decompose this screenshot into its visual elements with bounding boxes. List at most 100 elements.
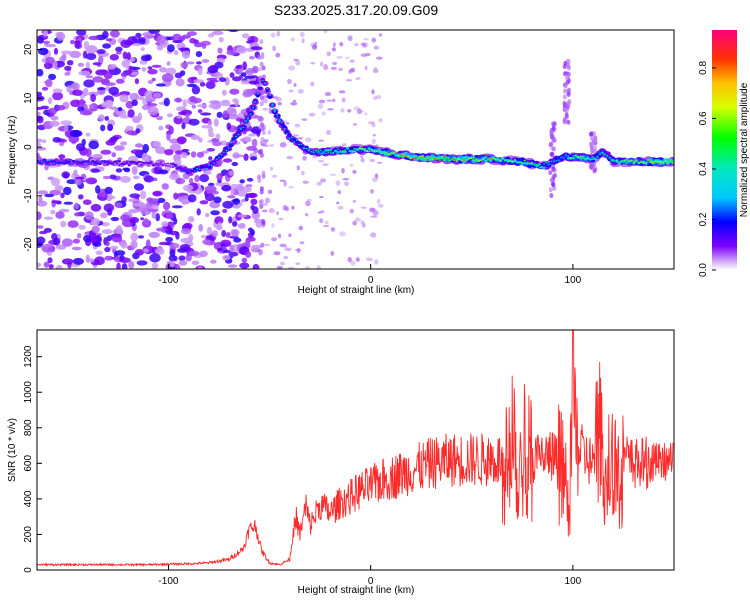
noise-blob (60, 220, 67, 228)
noise-blob (37, 147, 47, 151)
noise-blob (182, 99, 187, 108)
noise-blob (257, 149, 262, 155)
noise-blob (207, 120, 213, 126)
ridge-cell (392, 152, 395, 154)
spectrogram-heatmap (37, 30, 674, 269)
noise-blob (163, 201, 171, 211)
ridge-cell (266, 87, 269, 90)
ridge-cell (225, 149, 228, 152)
noise-blob (166, 61, 171, 66)
noise-blob (191, 104, 196, 109)
noise-blob (39, 230, 48, 235)
ridge-cell (127, 163, 131, 167)
noise-blob (229, 88, 240, 95)
noise-blob (232, 221, 238, 227)
noise-blob (55, 105, 66, 111)
noise-blob (285, 122, 290, 125)
noise-blob (156, 227, 167, 232)
noise-blob (133, 202, 142, 207)
noise-blob (168, 125, 174, 135)
noise-blob (197, 104, 208, 108)
ridge-cell (147, 162, 150, 164)
noise-blob (250, 46, 263, 51)
ridge-cell (344, 149, 347, 151)
noise-blob (78, 224, 86, 230)
noise-blob (134, 143, 144, 148)
noise-blob (259, 39, 264, 45)
noise-blob (130, 232, 139, 242)
noise-blob (157, 197, 166, 204)
noise-blob (83, 40, 90, 50)
ridge-cell (168, 165, 173, 168)
ridge-cell (93, 161, 97, 164)
noise-blob (38, 196, 43, 203)
ridge-cell (441, 156, 444, 158)
ridge-cell (166, 164, 170, 167)
noise-blob (344, 56, 350, 59)
noise-blob (70, 99, 82, 108)
noise-blob (116, 78, 125, 84)
ridge-cell (421, 155, 424, 157)
noise-blob (305, 213, 309, 217)
noise-blob (275, 97, 282, 102)
ridge-cell (632, 161, 636, 165)
ridge-cell (256, 93, 259, 95)
ridge-cell (77, 162, 80, 164)
noise-blob (132, 175, 140, 180)
noise-blob (320, 178, 326, 183)
ridge-cell (366, 150, 368, 152)
noise-blob (169, 173, 180, 181)
noise-blob (156, 35, 167, 44)
ridge-cell (615, 160, 619, 163)
ridge-cell (275, 115, 279, 119)
noise-blob (562, 103, 567, 108)
ridge-cell (654, 159, 658, 162)
noise-blob (73, 257, 84, 265)
noise-blob (49, 120, 60, 127)
noise-blob (142, 98, 148, 106)
noise-blob (229, 244, 235, 253)
ridge-cell (613, 159, 616, 161)
noise-blob (175, 78, 185, 87)
y-tick-label: 0 (23, 144, 34, 150)
noise-blob (129, 216, 140, 224)
noise-blob (278, 217, 284, 221)
ridge-cell (315, 150, 317, 152)
noise-blob (60, 192, 65, 199)
noise-blob (181, 122, 186, 130)
noise-blob (342, 178, 350, 181)
noise-blob (77, 106, 85, 112)
noise-blob (202, 170, 212, 175)
noise-blob (319, 196, 324, 198)
ridge-cell (463, 160, 465, 162)
noise-blob (88, 35, 100, 41)
noise-blob (211, 30, 224, 36)
noise-blob (161, 221, 169, 227)
noise-blob (257, 67, 263, 72)
ridge-cell (572, 155, 575, 157)
ridge-cell (390, 153, 393, 155)
noise-blob (355, 257, 360, 262)
noise-blob (593, 145, 597, 151)
colorbar-tick-label: 0.6 (698, 111, 709, 125)
ridge-cell (511, 160, 514, 163)
ridge-cell (356, 149, 359, 151)
ridge-cell (305, 147, 308, 150)
ridge-cell (370, 148, 374, 152)
noise-blob (108, 64, 116, 70)
noise-blob (208, 182, 215, 187)
noise-blob (85, 75, 93, 79)
noise-blob (85, 148, 92, 158)
colorbar: 0.0 0.2 0.4 0.6 0.8 Normalized spectral ampl… (698, 30, 750, 277)
noise-blobs (37, 30, 598, 269)
ridge-cell (492, 158, 495, 160)
noise-blob (55, 244, 67, 250)
noise-blob (37, 138, 43, 143)
noise-blob (52, 237, 61, 246)
noise-blob (245, 67, 255, 76)
noise-blob (245, 251, 252, 258)
noise-blob (116, 262, 121, 269)
noise-blob (292, 99, 297, 103)
ridge-cell (91, 160, 94, 163)
noise-blob (144, 90, 156, 100)
